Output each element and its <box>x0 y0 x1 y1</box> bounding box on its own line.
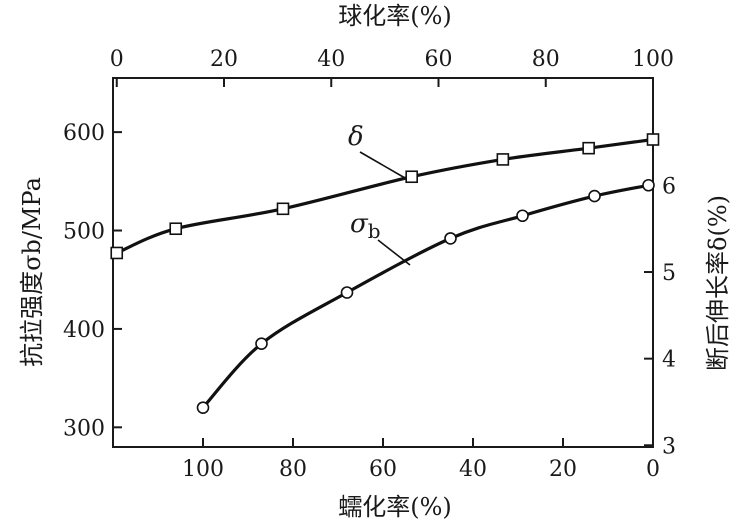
x-bottom-tick-label: 80 <box>279 457 307 482</box>
series-line-circle <box>201 183 649 409</box>
data-point-circle <box>588 189 601 203</box>
series-line-square <box>116 137 654 255</box>
x-bottom-tick-label: 60 <box>369 457 397 482</box>
series-label-leader <box>377 239 411 266</box>
series-labels-layer: δ σb <box>348 122 411 266</box>
x-bottom-tick-label: 20 <box>549 457 577 482</box>
data-point-circle <box>196 401 210 414</box>
y-right-tick-label: 4 <box>662 348 676 373</box>
y-right-tick-label: 6 <box>662 174 676 199</box>
y-right-tick-label: 5 <box>662 261 676 286</box>
data-point-square <box>405 170 418 184</box>
y-left-tick-label: 400 <box>63 318 105 343</box>
data-point-square <box>169 222 183 236</box>
x-top-tick-label: 40 <box>317 47 345 72</box>
x-bottom-axis-title: 蠕化率(%) <box>338 493 452 521</box>
y-left-axis-title: 抗拉强度σb/MPa <box>18 177 46 367</box>
axes-layer <box>112 77 654 448</box>
x-top-axis-title: 球化率(%) <box>338 2 452 30</box>
data-point-circle <box>340 286 354 299</box>
series-label: δ <box>348 122 364 152</box>
data-point-square <box>582 141 595 155</box>
data-point-circle <box>516 209 529 223</box>
data-point-circle <box>444 232 457 245</box>
y-right-axis-title: 断后伸长率δ(%) <box>704 195 732 371</box>
x-top-tick-label: 100 <box>632 47 674 72</box>
data-point-square <box>496 153 510 166</box>
series-layer <box>110 133 660 414</box>
x-top-tick-label: 20 <box>210 47 238 72</box>
x-top-tick-label: 0 <box>110 47 124 72</box>
ticks-layer: 100 80 60 40 20 0 0 20 40 60 80 100 300 400 500 600 3 4 5 6 <box>63 47 676 482</box>
y-left-tick-label: 500 <box>63 220 105 245</box>
data-point-circle <box>255 337 268 350</box>
x-bottom-tick-label: 100 <box>182 457 224 482</box>
data-point-square <box>646 133 660 146</box>
plot-frame <box>112 77 654 448</box>
x-bottom-tick-label: 0 <box>646 457 660 482</box>
data-point-square <box>110 246 124 260</box>
y-right-tick-label: 3 <box>662 434 676 459</box>
x-top-tick-label: 60 <box>425 47 453 72</box>
y-left-tick-label: 600 <box>63 121 105 146</box>
data-point-square <box>276 202 290 216</box>
x-bottom-tick-label: 40 <box>459 457 487 482</box>
y-left-tick-label: 300 <box>63 416 105 441</box>
x-top-tick-label: 80 <box>532 47 560 72</box>
series-label: σb <box>350 209 381 243</box>
data-point-circle <box>642 178 655 192</box>
series-label-leader <box>359 151 406 179</box>
